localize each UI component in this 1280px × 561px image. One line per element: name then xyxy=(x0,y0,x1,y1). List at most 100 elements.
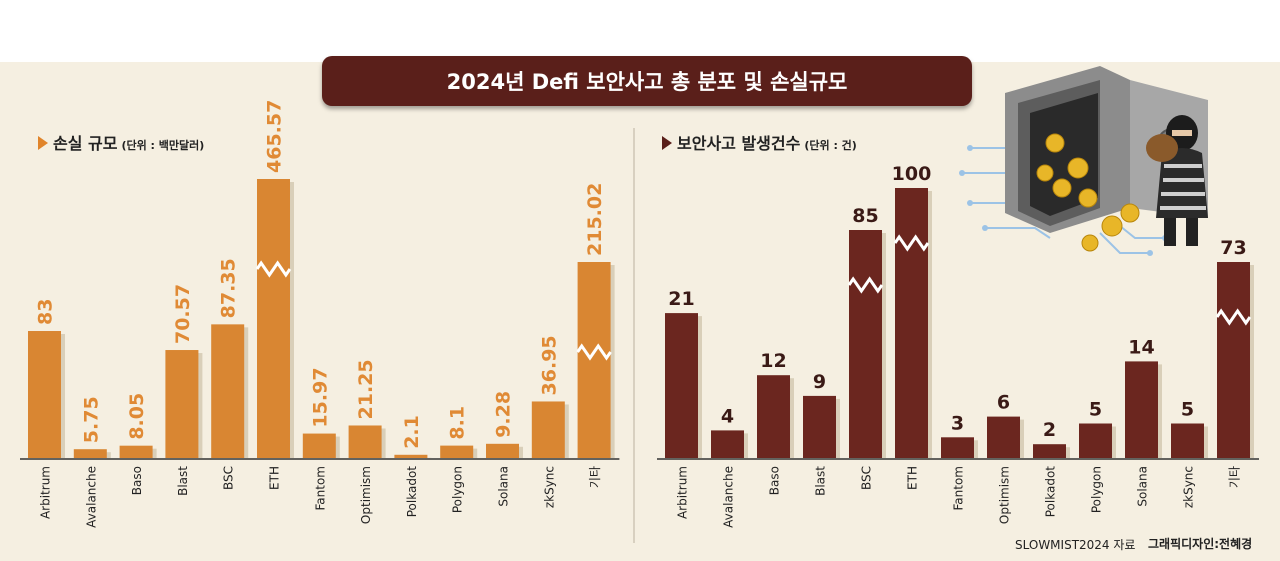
bar-Avalanche xyxy=(711,430,744,458)
axis-break-mark xyxy=(1215,308,1252,326)
data-label: 3 xyxy=(951,412,964,434)
chart-title-banner: 2024년 Defi 보안사고 총 분포 및 손실규모 xyxy=(322,56,972,106)
count-chart-unit: (단위 : 건) xyxy=(804,139,857,152)
bitcoin-coins xyxy=(1036,133,1140,252)
bar-BSC xyxy=(849,230,882,458)
data-label: 2.1 xyxy=(401,415,423,449)
loss-chart-unit: (단위 : 백만달러) xyxy=(121,139,205,152)
tick-label: Arbitrum xyxy=(676,466,690,519)
bar-Avalanche xyxy=(73,449,107,458)
data-label: 70.57 xyxy=(172,284,194,344)
bar-zkSync xyxy=(1171,423,1204,458)
triangle-icon xyxy=(662,136,672,150)
bar-ETH xyxy=(257,179,290,458)
bar-기타 xyxy=(577,262,611,458)
bar-Blast xyxy=(803,395,836,458)
loss-chart-title-text: 손실 규모 xyxy=(53,134,118,153)
tick-label: Arbitrum xyxy=(39,466,53,519)
tick-label: Optimism xyxy=(359,466,373,524)
bar-Polygon xyxy=(440,445,474,458)
tick-label: Solana xyxy=(497,466,511,507)
tick-label: Polkadot xyxy=(1044,466,1058,518)
data-label: 73 xyxy=(1220,237,1246,259)
tick-label: Polygon xyxy=(1090,466,1104,513)
source-note: SLOWMIST2024 자료 xyxy=(1015,538,1136,552)
count-chart-title-text: 보안사고 발생건수 xyxy=(677,134,801,153)
data-label: 14 xyxy=(1128,336,1154,358)
tick-label: zkSync xyxy=(1182,466,1196,508)
thief-safe-illustration xyxy=(959,66,1208,256)
data-label: 8.1 xyxy=(447,406,469,440)
tick-label: Blast xyxy=(176,466,190,496)
data-label: 83 xyxy=(35,299,57,325)
data-label: 100 xyxy=(892,163,932,185)
loss-chart-title: 손실 규모 (단위 : 백만달러) xyxy=(38,130,204,154)
tick-label: Blast xyxy=(814,466,828,496)
data-label: 5 xyxy=(1181,399,1194,421)
data-label: 9 xyxy=(813,371,826,393)
tick-label: Fantom xyxy=(952,466,966,511)
data-label: 21 xyxy=(668,288,694,310)
tick-label: 기타 xyxy=(1228,466,1242,488)
thief-figure xyxy=(1146,115,1208,246)
bar-Polkadot xyxy=(1033,444,1066,458)
bar-Baso xyxy=(119,445,153,458)
chart-divider xyxy=(633,128,635,543)
bar-Solana xyxy=(1125,361,1158,458)
axis-break-mark xyxy=(255,260,292,278)
data-label: 5 xyxy=(1089,399,1102,421)
bar-Fantom xyxy=(941,437,974,458)
data-label: 15.97 xyxy=(309,367,331,427)
data-label: 5.75 xyxy=(80,396,102,443)
data-label: 87.35 xyxy=(218,258,240,318)
bar-Arbitrum xyxy=(665,313,698,458)
triangle-icon xyxy=(38,136,48,150)
data-label: 4 xyxy=(721,405,734,427)
data-label: 36.95 xyxy=(538,335,560,395)
bar-Solana xyxy=(486,443,519,458)
data-label: 2 xyxy=(1043,419,1056,441)
axis-break-mark xyxy=(893,234,930,252)
tick-label: Avalanche xyxy=(84,466,98,528)
tick-label: Avalanche xyxy=(722,466,736,528)
bar-기타 xyxy=(1217,262,1250,458)
axis-break-mark xyxy=(847,276,884,294)
tick-label: zkSync xyxy=(542,466,556,508)
bar-Optimism xyxy=(987,416,1020,458)
data-label: 9.28 xyxy=(493,391,515,438)
data-label: 215.02 xyxy=(584,183,606,256)
tick-label: Polygon xyxy=(451,466,465,513)
tick-label: BSC xyxy=(222,466,236,490)
bar-Optimism xyxy=(348,425,382,458)
data-label: 21.25 xyxy=(355,359,377,419)
data-label: 465.57 xyxy=(264,100,286,173)
tick-label: Baso xyxy=(768,466,782,495)
bar-BSC xyxy=(211,324,245,458)
bar-Fantom xyxy=(302,433,336,458)
bar-Baso xyxy=(757,375,790,458)
tick-label: 기타 xyxy=(588,466,602,488)
count-chart-title: 보안사고 발생건수 (단위 : 건) xyxy=(662,130,857,154)
bar-Blast xyxy=(165,350,199,458)
top-band xyxy=(0,0,1280,62)
tick-label: ETH xyxy=(906,466,920,490)
bar-ETH xyxy=(895,188,928,458)
data-label: 12 xyxy=(760,350,786,372)
bar-Polygon xyxy=(1079,423,1112,458)
safe-interior xyxy=(1030,93,1098,216)
bar-Arbitrum xyxy=(28,331,61,458)
tick-label: Solana xyxy=(1136,466,1150,507)
tick-label: Fantom xyxy=(313,466,327,511)
bar-zkSync xyxy=(531,401,565,458)
axis-break-mark xyxy=(576,343,612,361)
tick-label: Optimism xyxy=(998,466,1012,524)
data-label: 85 xyxy=(852,205,878,227)
bar-Polkadot xyxy=(394,454,428,458)
data-label: 6 xyxy=(997,392,1010,414)
graphic-credit: 그래픽디자인:전혜경 xyxy=(1148,537,1253,551)
tick-label: ETH xyxy=(268,466,282,490)
tick-label: Baso xyxy=(130,466,144,495)
tick-label: Polkadot xyxy=(405,466,419,518)
